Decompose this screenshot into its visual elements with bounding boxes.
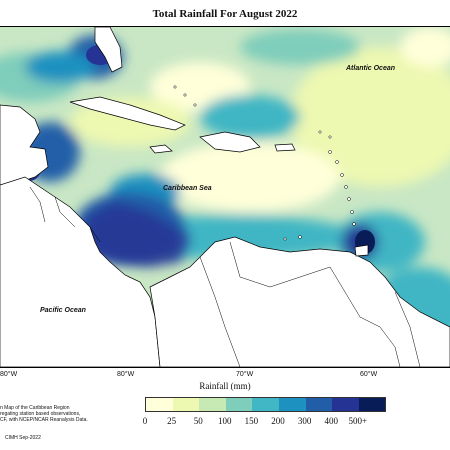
legend-label: 150 — [244, 416, 259, 426]
rainfall-map-svg — [0, 27, 450, 367]
longitude-tick: 80°W — [0, 371, 18, 378]
legend-swatch — [358, 398, 386, 411]
land-cuba — [69, 96, 186, 131]
land-hispaniola — [199, 131, 261, 153]
legend-swatch — [146, 398, 173, 411]
map-title: Total Rainfall For August 2022 — [152, 8, 298, 20]
land-jamaica — [149, 144, 173, 154]
legend-label: 0 — [142, 416, 148, 426]
legend-label: 200 — [271, 416, 285, 426]
legend-label: 25 — [167, 416, 177, 426]
legend-swatch — [252, 398, 279, 411]
longitude-tick: 80°W — [117, 371, 135, 378]
country-borders — [29, 186, 421, 367]
land-trinidad — [354, 244, 369, 257]
legend-label: 50 — [193, 416, 203, 426]
legend-label: 300 — [297, 416, 312, 426]
rainfall-zone — [25, 51, 95, 83]
legend-swatch — [225, 398, 253, 411]
credit: CIMH Sep-2022 — [5, 435, 41, 441]
longitude-tick: 60°W — [360, 371, 378, 378]
legend-title: Rainfall (mm) — [199, 381, 251, 391]
lesser-antilles — [173, 85, 356, 241]
map-note-line: regating station based observations, — [0, 411, 81, 417]
label-atlantic-ocean: Atlantic Ocean — [346, 65, 396, 72]
legend-label: 500+ — [348, 416, 368, 426]
rainfall-legend — [145, 397, 387, 412]
rainfall-map: Atlantic Ocean Caribbean Sea Pacific Oce… — [0, 26, 450, 368]
longitude-tick: 70°W — [236, 371, 254, 378]
map-note: n Map of the Caribbean Region regating s… — [0, 405, 120, 423]
label-pacific-ocean: Pacific Ocean — [40, 307, 86, 314]
legend-swatch — [332, 398, 359, 411]
legend-label: 100 — [218, 416, 232, 426]
rainfall-zone — [240, 29, 360, 65]
rainfall-zone — [160, 142, 340, 212]
land-masses — [0, 27, 450, 367]
rainfall-zone — [200, 95, 300, 139]
legend-swatch — [199, 398, 226, 411]
legend-swatch — [305, 398, 333, 411]
legend-label: 400 — [324, 416, 338, 426]
map-note-line: n Map of the Caribbean Region — [0, 405, 70, 411]
land-puerto-rico — [274, 143, 296, 152]
legend-swatch — [172, 398, 200, 411]
legend-swatch — [278, 398, 306, 411]
map-note-line: CF, with NCEP/NCAR Reanalysis Data. — [0, 417, 88, 423]
label-caribbean-sea: Caribbean Sea — [163, 185, 212, 192]
land-florida — [94, 27, 123, 73]
rainfall-zone — [400, 27, 450, 67]
